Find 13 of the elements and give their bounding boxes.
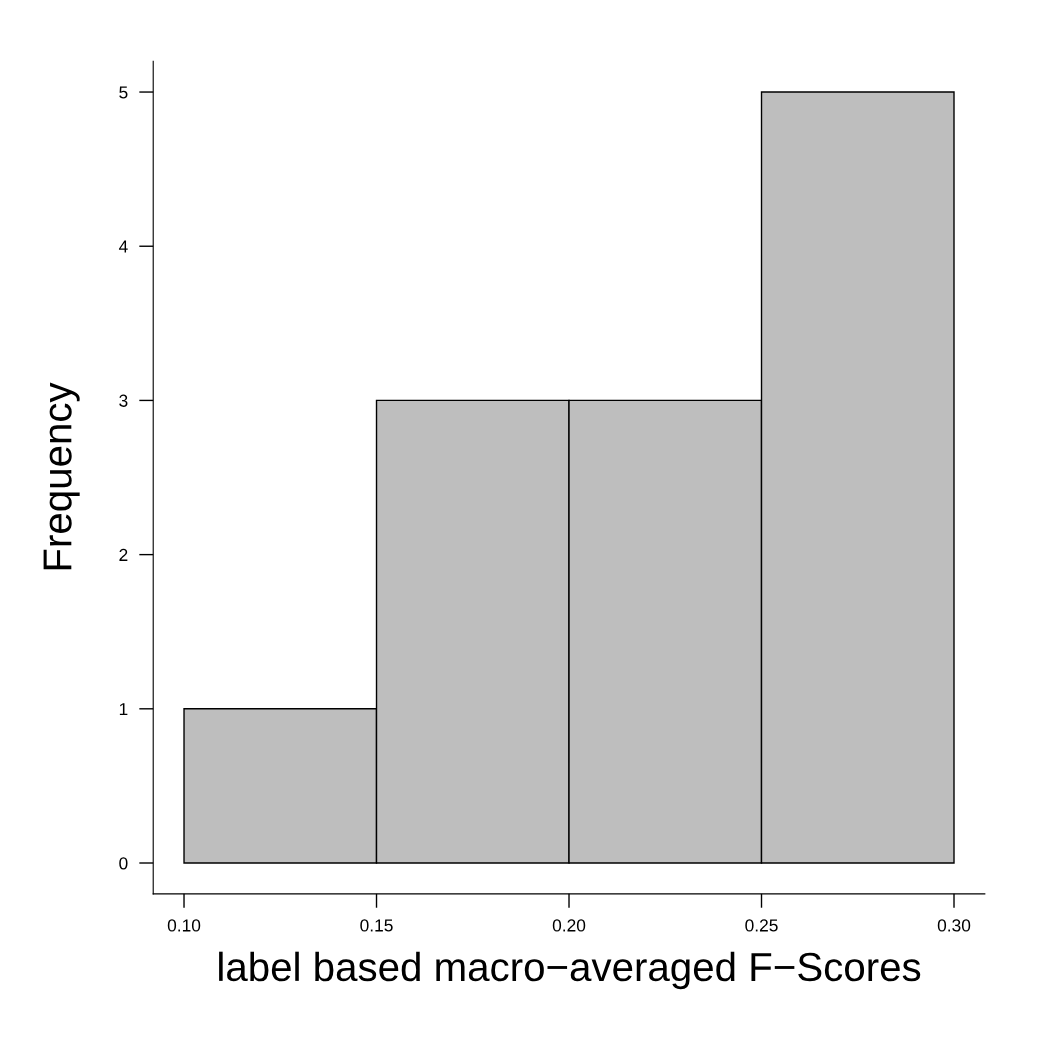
x-tick-label: 0.20 [552, 919, 586, 932]
y-tick-label: 1 [119, 703, 128, 716]
y-tick-label: 3 [119, 394, 128, 407]
x-tick-label: 0.10 [167, 919, 201, 932]
y-tick-label: 0 [119, 857, 128, 870]
x-tick-label: 0.15 [360, 919, 393, 932]
x-tick-label: 0.30 [937, 919, 971, 932]
x-axis-title: label based macro−averaged F−Scores [219, 951, 921, 990]
y-tick-label: 4 [118, 240, 128, 253]
y-axis-title: Frequency [43, 382, 80, 570]
y-tick-label: 2 [119, 548, 128, 561]
x-tick-label: 0.25 [745, 919, 778, 932]
y-tick-label: 5 [119, 86, 128, 99]
